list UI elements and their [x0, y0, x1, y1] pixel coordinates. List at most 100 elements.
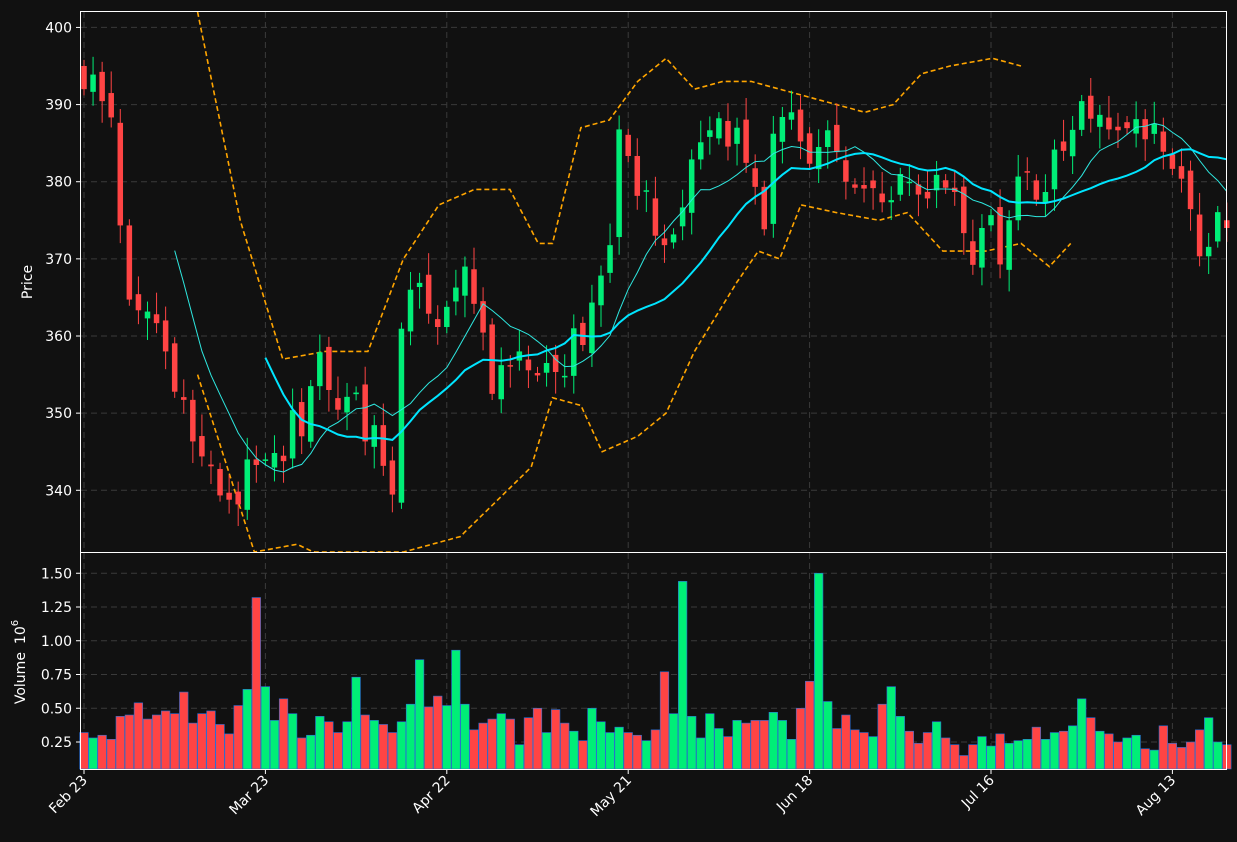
volume-bar: [369, 720, 379, 770]
candle-down: [961, 186, 967, 234]
slow-ma-line: [264, 148, 1227, 441]
volume-bar: [1068, 725, 1078, 770]
lower-bollinger-band: [196, 203, 1072, 553]
candle-up: [353, 392, 359, 395]
candle-down: [806, 133, 813, 164]
volume-bar: [705, 713, 715, 770]
candle-up: [670, 234, 677, 243]
volume-bar: [941, 737, 951, 770]
volume-bar: [306, 734, 316, 770]
candle-up: [707, 130, 713, 137]
candle-down: [743, 119, 749, 163]
candle-up: [824, 130, 831, 147]
candle-down: [280, 455, 287, 462]
volume-bar: [605, 732, 615, 770]
candle-down: [625, 134, 631, 156]
candle-down: [915, 184, 922, 195]
candle-down: [208, 464, 214, 467]
volume-bar: [759, 720, 769, 770]
volume-bar: [505, 718, 515, 770]
price-tick-label: 380: [45, 175, 72, 191]
volume-bar: [977, 736, 987, 770]
candle-up: [1133, 119, 1139, 134]
candle-up: [144, 311, 151, 319]
candle-up: [407, 289, 414, 332]
candle-up: [1069, 129, 1076, 157]
volume-bar: [215, 724, 225, 770]
candle-up: [1042, 192, 1049, 203]
volume-bar: [396, 721, 407, 770]
volume-bar: [650, 729, 661, 770]
volume-tick-label: 0.50: [41, 701, 72, 717]
volume-bar: [1040, 738, 1051, 770]
candle-down: [1160, 131, 1167, 152]
candle-down: [752, 168, 758, 187]
candle-down: [1088, 95, 1094, 119]
candle-up: [1078, 101, 1085, 130]
volume-y-ticks: 0.25 0.50 0.75 1.00 1.25 1.50: [41, 566, 81, 751]
candle-up: [897, 174, 904, 195]
slow-moving-average: [264, 148, 1227, 441]
volume-bar: [877, 703, 887, 770]
candle-up: [462, 266, 468, 296]
volume-tick-label: 0.75: [41, 668, 72, 684]
candle-down: [1187, 170, 1194, 210]
lower-band-line: [196, 203, 1072, 553]
volume-bar: [1122, 737, 1132, 770]
volume-bar: [832, 728, 842, 770]
candle-down: [725, 120, 731, 147]
upper-bollinger-band: [196, 11, 1022, 361]
candle-up: [317, 352, 323, 387]
candle-down: [870, 180, 876, 189]
candle-down: [1142, 119, 1148, 140]
volume-bar: [1013, 740, 1023, 770]
candle-up: [344, 396, 350, 413]
candle-down: [924, 191, 931, 199]
candle-up: [1097, 114, 1103, 127]
candle-down: [217, 468, 223, 496]
candle-down: [634, 156, 641, 196]
candle-down: [861, 185, 867, 189]
upper-band-line: [196, 11, 1022, 361]
volume-bar: [1104, 733, 1114, 770]
candle-up: [716, 118, 722, 139]
volume-bar: [859, 732, 869, 770]
volume-bar: [142, 718, 153, 770]
volume-bar: [124, 714, 134, 770]
volume-bar: [714, 728, 724, 770]
candle-up: [371, 425, 377, 447]
volume-bar: [659, 671, 670, 770]
volume-axis-label-text: Volume: [13, 652, 29, 704]
volume-bar: [1213, 741, 1223, 770]
candle-down: [1115, 126, 1121, 131]
volume-bar: [1140, 748, 1150, 770]
candle-down: [199, 436, 205, 457]
candle-down: [1196, 214, 1203, 257]
price-tick-label: 390: [45, 98, 72, 114]
fast-moving-average: [174, 122, 1228, 473]
volume-bar: [904, 730, 914, 770]
candle-down: [843, 160, 849, 182]
candle-down: [126, 225, 133, 300]
volume-bar: [959, 755, 969, 770]
volume-bar: [478, 722, 488, 770]
candle-up: [262, 459, 269, 461]
candle-up: [988, 215, 994, 226]
volume-bar: [206, 710, 216, 770]
volume-bar: [678, 581, 688, 770]
volume-bar: [804, 680, 815, 770]
candle-up: [679, 207, 686, 227]
volume-bar: [360, 714, 370, 770]
candle-up: [1015, 176, 1021, 221]
candle-up: [416, 282, 423, 288]
volume-bar: [886, 686, 896, 770]
volume-axis-label: Volume106: [10, 620, 29, 704]
candle-down: [1169, 154, 1176, 169]
candle-down: [525, 359, 532, 371]
volume-bar: [269, 720, 280, 770]
candle-down: [661, 238, 668, 246]
volume-bar: [278, 698, 289, 770]
volume-bar: [288, 713, 298, 770]
candle-up: [598, 275, 604, 306]
volume-panel-frame: [80, 552, 1227, 770]
